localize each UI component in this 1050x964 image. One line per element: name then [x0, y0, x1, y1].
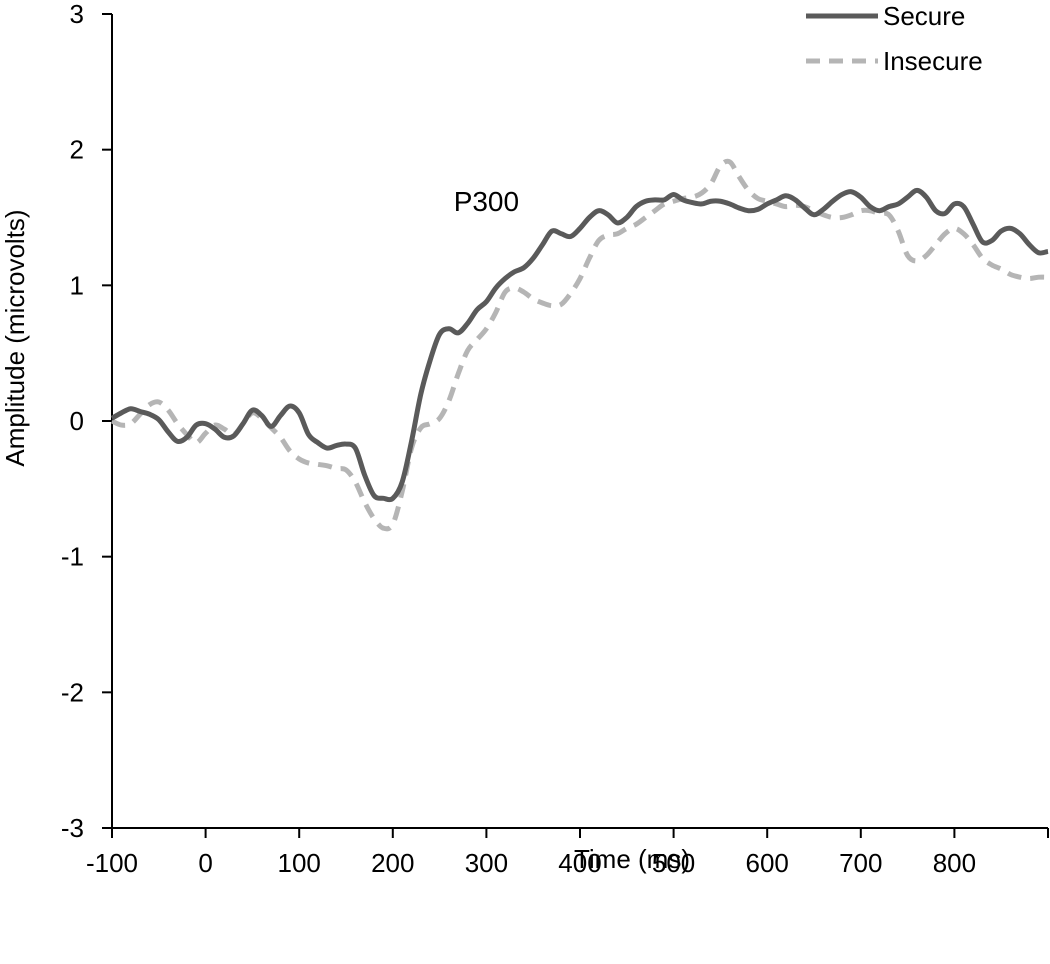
- y-ticks: 3 2 1 0 -1 -2 -3: [61, 0, 112, 843]
- x-tick-label: -100: [86, 848, 138, 878]
- x-axis-title: Time (ms): [574, 844, 690, 874]
- annotation-layer: P300: [454, 186, 519, 217]
- x-tick-label: 800: [933, 848, 976, 878]
- y-tick-label: 1: [70, 270, 84, 300]
- y-tick-label: -1: [61, 542, 84, 572]
- x-tick-label: 200: [371, 848, 414, 878]
- y-tick-label: 2: [70, 135, 84, 165]
- y-tick-label: 0: [70, 406, 84, 436]
- x-tick-label: 0: [198, 848, 212, 878]
- series-line-secure: [110, 187, 1049, 503]
- y-tick-label: -2: [61, 677, 84, 707]
- x-tick-label: 600: [746, 848, 789, 878]
- x-tick-label: 100: [278, 848, 321, 878]
- x-tick-label: 400: [558, 848, 601, 878]
- legend: Secure Insecure: [806, 1, 983, 76]
- x-tick-label: 500: [652, 848, 695, 878]
- y-tick-label: -3: [61, 813, 84, 843]
- y-tick-label: 3: [70, 0, 84, 29]
- x-ticks: -100 0 100 200 300 400 500 600 700 800: [86, 828, 1049, 878]
- x-tick-label: 700: [839, 848, 882, 878]
- series-layer: [110, 158, 1049, 532]
- legend-label-insecure: Insecure: [883, 46, 983, 76]
- axes: [111, 14, 1048, 829]
- x-tick-label: 300: [465, 848, 508, 878]
- legend-label-secure: Secure: [883, 1, 965, 31]
- annotation-label: P300: [454, 186, 519, 217]
- y-axis-title: Amplitude (microvolts): [0, 209, 30, 466]
- series-line-insecure: [110, 158, 1049, 532]
